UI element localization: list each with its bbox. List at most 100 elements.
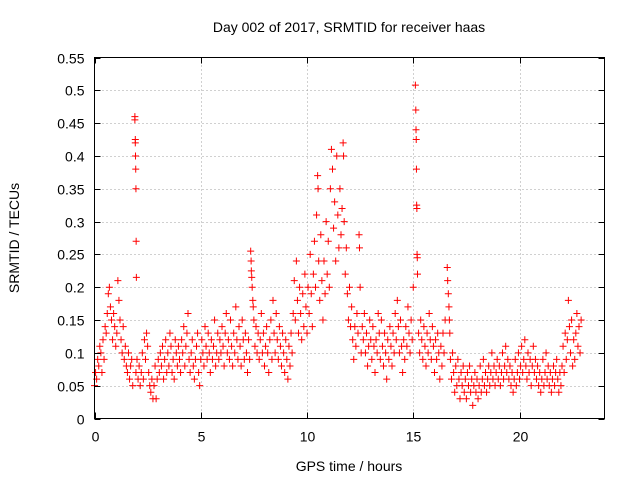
data-point: [413, 254, 421, 262]
data-point: [542, 349, 550, 357]
data-point: [208, 355, 216, 363]
data-point: [392, 336, 400, 344]
data-point: [412, 165, 420, 173]
data-point: [376, 355, 384, 363]
data-point: [244, 369, 251, 377]
data-point: [97, 349, 105, 357]
data-point: [509, 388, 517, 396]
data-point: [446, 329, 454, 337]
data-point: [573, 309, 581, 317]
data-point: [140, 336, 148, 344]
data-point: [123, 369, 131, 377]
data-point: [270, 329, 278, 337]
data-point: [169, 355, 177, 363]
data-point: [394, 323, 402, 331]
data-point: [397, 316, 404, 324]
data-point: [234, 355, 242, 363]
data-point: [422, 362, 430, 370]
x-axis-label: GPS time / hours: [296, 458, 403, 474]
data-point: [527, 382, 535, 390]
data-point: [302, 303, 310, 311]
data-point: [196, 382, 204, 390]
data-point: [449, 349, 457, 357]
data-point: [529, 342, 537, 350]
data-point: [177, 369, 185, 377]
data-point: [461, 375, 469, 383]
data-point: [117, 336, 125, 344]
data-point: [211, 316, 219, 324]
data-point: [266, 336, 274, 344]
data-point: [404, 303, 412, 311]
data-point: [523, 375, 531, 383]
data-point: [95, 362, 103, 370]
data-point: [366, 316, 374, 324]
data-point: [445, 316, 453, 324]
data-point: [417, 316, 425, 324]
data-point: [537, 388, 545, 396]
data-point: [349, 336, 357, 344]
data-point: [413, 204, 421, 212]
data-point: [293, 296, 301, 304]
data-point: [499, 349, 506, 357]
data-point: [326, 185, 334, 193]
data-point: [190, 375, 198, 383]
data-point: [355, 244, 363, 252]
data-point: [324, 237, 332, 245]
data-point: [143, 329, 151, 337]
data-point: [165, 362, 173, 370]
data-point: [259, 329, 267, 337]
data-point: [553, 355, 561, 363]
data-point: [153, 375, 161, 383]
data-point: [364, 362, 372, 370]
data-point: [129, 382, 137, 390]
data-point: [462, 395, 470, 403]
data-point: [155, 369, 163, 377]
data-point: [408, 336, 416, 344]
data-point: [290, 277, 298, 285]
data-point: [256, 336, 264, 344]
axis-ticks: 0 0.05 0.1 0.15 0.2 0.25 0.3 0.35 0.4 0.45 0.5 0.55…: [57, 51, 605, 445]
data-point: [269, 296, 277, 304]
data-point: [454, 355, 462, 363]
data-point: [236, 342, 244, 350]
data-point: [274, 355, 282, 363]
data-point: [377, 316, 385, 324]
data-point: [159, 342, 166, 350]
data-point: [295, 329, 302, 337]
data-point: [131, 139, 139, 147]
data-point: [368, 355, 376, 363]
data-point: [204, 329, 212, 337]
data-point: [421, 342, 429, 350]
data-point: [317, 231, 325, 239]
data-point: [233, 336, 241, 344]
data-point: [314, 172, 322, 180]
data-point: [276, 342, 284, 350]
data-point: [111, 323, 119, 331]
data-point: [457, 369, 465, 377]
data-point: [335, 244, 343, 252]
data-point: [577, 316, 585, 324]
data-point: [370, 342, 378, 350]
data-point: [339, 139, 347, 147]
data-point: [419, 355, 427, 363]
data-point: [249, 303, 257, 311]
data-point: [445, 303, 453, 311]
data-point: [250, 316, 258, 324]
data-point: [459, 362, 467, 370]
data-point: [252, 323, 260, 331]
data-point: [407, 316, 415, 324]
data-point: [120, 355, 128, 363]
data-point: [524, 349, 532, 357]
data-point: [506, 362, 514, 370]
data-point: [432, 336, 440, 344]
data-point: [338, 204, 346, 212]
x-tick-label: 10: [300, 429, 316, 445]
data-point: [237, 362, 245, 370]
data-point: [272, 309, 280, 317]
y-tick-label: 0.2: [65, 280, 85, 296]
data-point: [147, 388, 155, 396]
data-point: [261, 362, 268, 370]
data-point: [323, 270, 331, 278]
data-point: [162, 336, 170, 344]
data-point: [126, 375, 134, 383]
